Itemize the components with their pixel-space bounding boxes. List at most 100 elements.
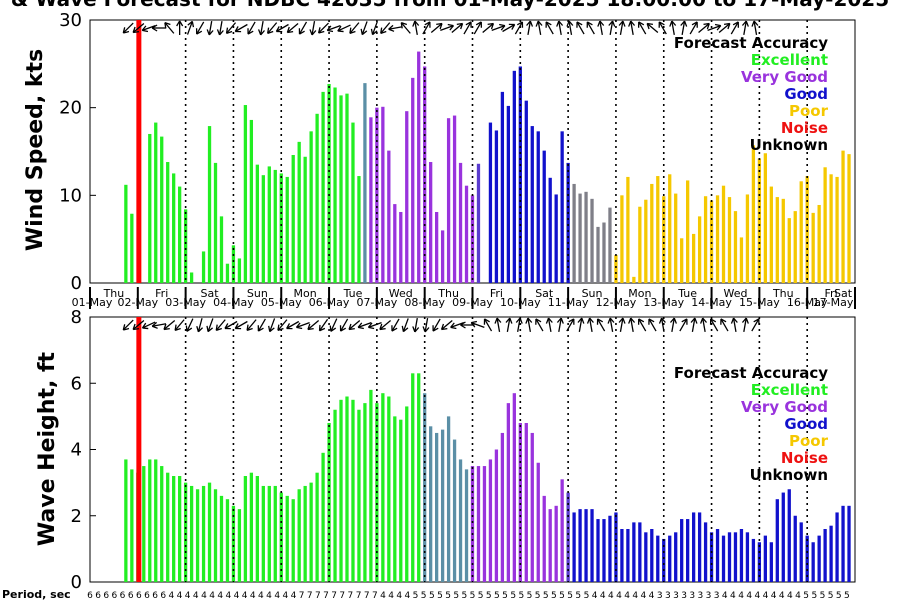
direction-arrow bbox=[556, 317, 564, 333]
direction-arrow bbox=[234, 320, 248, 330]
bar bbox=[154, 122, 158, 283]
direction-arrow bbox=[234, 23, 248, 33]
period-value: 4 bbox=[388, 591, 394, 600]
period-value: 3 bbox=[689, 591, 695, 600]
bar bbox=[626, 176, 630, 283]
bar bbox=[817, 204, 821, 283]
day-label: Mon bbox=[294, 287, 317, 300]
period-value: 5 bbox=[844, 591, 850, 600]
bar bbox=[512, 70, 516, 283]
bar bbox=[351, 399, 355, 582]
period-value: 6 bbox=[136, 591, 142, 600]
period-value: 5 bbox=[453, 591, 459, 600]
bar bbox=[345, 396, 349, 582]
bar bbox=[291, 155, 295, 283]
bar bbox=[841, 505, 845, 582]
direction-arrow bbox=[246, 319, 257, 331]
bar bbox=[721, 535, 726, 582]
direction-arrow bbox=[349, 22, 360, 34]
bar bbox=[393, 204, 397, 283]
bar bbox=[739, 529, 744, 582]
bar bbox=[207, 126, 212, 284]
day-label: Fri bbox=[155, 287, 168, 300]
bar bbox=[680, 238, 684, 283]
legend-item: Good bbox=[784, 415, 828, 433]
direction-arrow bbox=[412, 317, 420, 333]
period-value: 5 bbox=[820, 591, 826, 600]
bar bbox=[279, 492, 283, 582]
direction-arrow bbox=[690, 317, 698, 333]
y-tick-label: 8 bbox=[71, 307, 82, 328]
bar bbox=[721, 185, 726, 283]
period-value: 5 bbox=[413, 591, 419, 600]
bar bbox=[297, 141, 301, 283]
day-label: Fri bbox=[825, 287, 838, 300]
direction-arrow bbox=[505, 317, 513, 333]
direction-arrow bbox=[679, 318, 688, 332]
bar bbox=[668, 535, 672, 582]
day-label: Fri bbox=[490, 287, 503, 300]
period-value: 3 bbox=[681, 591, 687, 600]
y-tick-label: 0 bbox=[71, 572, 82, 593]
bar bbox=[207, 482, 212, 582]
direction-arrow bbox=[286, 23, 299, 34]
bar bbox=[225, 263, 230, 283]
bar bbox=[213, 489, 218, 582]
direction-arrow bbox=[669, 317, 677, 333]
direction-arrow bbox=[451, 22, 464, 33]
bar bbox=[363, 403, 367, 582]
y-tick-label: 2 bbox=[71, 506, 82, 527]
direction-arrow bbox=[339, 318, 349, 332]
bar bbox=[488, 122, 493, 283]
bar bbox=[285, 495, 289, 582]
period-value: 4 bbox=[242, 591, 248, 600]
bar bbox=[213, 162, 218, 283]
bar bbox=[423, 393, 427, 582]
day-label: Tue bbox=[677, 287, 697, 300]
bar bbox=[602, 222, 606, 283]
period-value: 5 bbox=[429, 591, 435, 600]
bar bbox=[201, 251, 206, 283]
period-value: 3 bbox=[673, 591, 679, 600]
bar bbox=[446, 118, 451, 283]
bar bbox=[823, 529, 827, 582]
direction-arrow bbox=[556, 20, 564, 36]
direction-arrow bbox=[196, 318, 204, 333]
direction-arrow bbox=[566, 318, 575, 332]
direction-arrow bbox=[216, 20, 224, 36]
direction-arrow bbox=[707, 23, 722, 32]
bar bbox=[662, 538, 666, 582]
date-label: 01-May bbox=[72, 296, 113, 309]
direction-arrow bbox=[526, 20, 534, 36]
direction-arrow bbox=[267, 22, 278, 34]
bar bbox=[584, 191, 588, 283]
bar bbox=[423, 66, 427, 283]
bar bbox=[405, 406, 409, 582]
bar bbox=[458, 162, 463, 283]
bar bbox=[847, 505, 851, 582]
period-value: 4 bbox=[169, 591, 175, 600]
bar bbox=[775, 197, 779, 283]
legend-item: Poor bbox=[789, 432, 829, 450]
bar bbox=[363, 83, 367, 284]
legend-item: Good bbox=[784, 85, 828, 103]
direction-arrow bbox=[473, 21, 483, 35]
bar bbox=[733, 211, 738, 283]
bar bbox=[160, 466, 164, 582]
bar bbox=[578, 509, 582, 582]
bar bbox=[351, 122, 355, 283]
bar bbox=[775, 499, 779, 582]
direction-arrow bbox=[132, 320, 145, 331]
bar bbox=[369, 117, 373, 283]
period-value: 4 bbox=[209, 591, 215, 600]
direction-arrow bbox=[132, 23, 145, 34]
bar bbox=[189, 485, 194, 582]
period-value: 3 bbox=[714, 591, 720, 600]
bar bbox=[476, 466, 481, 582]
bar bbox=[560, 131, 564, 283]
bar bbox=[345, 93, 349, 283]
bar bbox=[321, 452, 325, 582]
period-value: 6 bbox=[112, 591, 118, 600]
legend-title: Forecast Accuracy bbox=[674, 34, 828, 52]
bar bbox=[674, 532, 678, 582]
